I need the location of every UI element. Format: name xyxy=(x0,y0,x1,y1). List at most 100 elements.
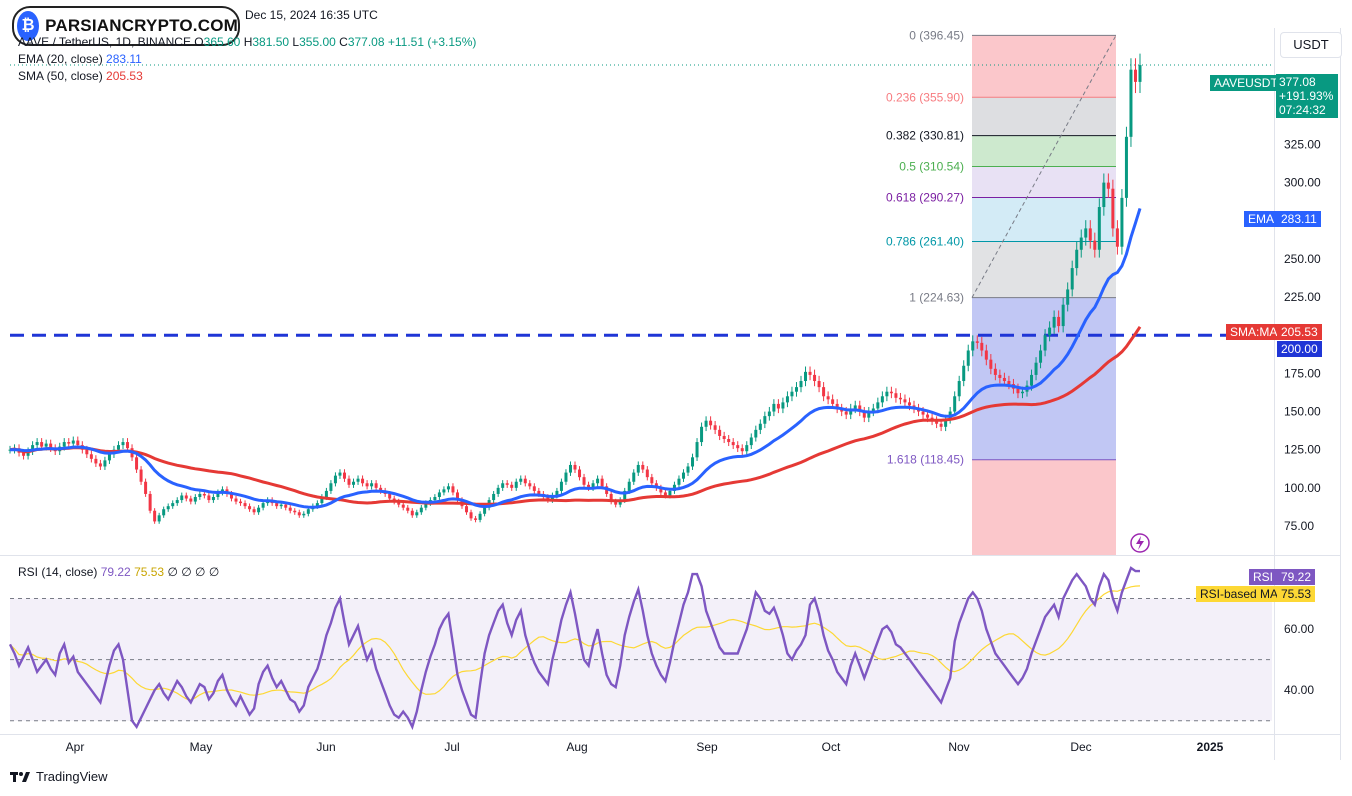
candle-body xyxy=(831,399,835,404)
candle-body xyxy=(1093,240,1097,250)
candle-body xyxy=(189,498,193,502)
candle-body xyxy=(804,371,808,382)
ohlc-open: 365.60 xyxy=(203,35,241,49)
time-tick-label: Jun xyxy=(316,740,335,754)
logo-text: PARSIANCRYPTO.COM xyxy=(45,16,238,35)
brand-logo: ₿ PARSIANCRYPTO.COM xyxy=(12,6,240,46)
price-tick-label: 125.00 xyxy=(1284,443,1321,457)
candle-body xyxy=(596,478,600,484)
candle-body xyxy=(794,387,798,392)
tradingview-label: TradingView xyxy=(36,769,108,784)
candle-body xyxy=(1084,228,1088,238)
ema-legend[interactable]: EMA (20, close) 283.11 xyxy=(18,52,142,66)
candle-body xyxy=(121,442,125,446)
candle-body xyxy=(568,464,572,473)
candle-body xyxy=(980,342,984,351)
candle-body xyxy=(898,397,902,400)
time-tick-label: Sep xyxy=(696,740,718,754)
ema-legend-value: 283.11 xyxy=(106,52,142,66)
candle-body xyxy=(691,457,695,467)
candle-body xyxy=(785,396,789,403)
candle-body xyxy=(198,493,202,498)
candle-body xyxy=(971,341,975,351)
candle-body xyxy=(695,442,699,458)
candle-body xyxy=(234,498,238,502)
ohlc-low: 355.00 xyxy=(299,35,336,49)
candle-body xyxy=(862,411,866,418)
candle-body xyxy=(275,503,279,507)
candle-body xyxy=(397,501,401,505)
currency-button[interactable]: USDT xyxy=(1280,32,1342,58)
candle-body xyxy=(555,490,559,496)
ohlc-low-label: L xyxy=(292,35,300,49)
logo-mark-icon: ₿ xyxy=(17,11,40,41)
candle-body xyxy=(1124,136,1128,198)
ema-legend-label: EMA (20, close) xyxy=(18,52,103,66)
candle-body xyxy=(1111,188,1115,229)
candle-body xyxy=(180,495,184,501)
candle-body xyxy=(776,403,780,409)
candle-body xyxy=(523,478,527,484)
candle-body xyxy=(35,442,39,446)
lightning-icon xyxy=(1130,533,1150,553)
candle-body xyxy=(297,512,301,516)
candle-body xyxy=(279,504,283,507)
candle-body xyxy=(157,515,161,522)
candle-body xyxy=(333,475,337,484)
candle-body xyxy=(627,481,631,491)
candle-body xyxy=(107,454,111,461)
candle-body xyxy=(564,472,568,482)
candle-body xyxy=(505,483,509,485)
candle-body xyxy=(8,449,12,451)
candle-body xyxy=(211,497,215,501)
candle-body xyxy=(876,402,880,409)
candle-body xyxy=(116,445,120,450)
tradingview-logo-icon xyxy=(10,771,30,782)
candle-body xyxy=(799,381,803,388)
candle-body xyxy=(650,477,654,484)
candle-body xyxy=(763,416,767,424)
fib-zone-extension xyxy=(972,459,1116,555)
rsi-ma-axis-label: RSI-based MA xyxy=(1196,586,1283,602)
candle-body xyxy=(85,449,89,455)
bar-countdown: 07:24:32 xyxy=(1279,103,1326,117)
candle-body xyxy=(98,463,102,467)
candle-body xyxy=(239,501,243,504)
candle-body xyxy=(67,442,71,444)
candle-body xyxy=(528,483,532,487)
candle-body xyxy=(889,391,893,394)
candle-body xyxy=(370,483,374,487)
symbol-name[interactable]: AAVE / TetherUS, 1D, BINANCE xyxy=(18,35,191,49)
candle-body xyxy=(62,442,66,447)
level-axis-value: 200.00 xyxy=(1277,341,1322,357)
candle-body xyxy=(202,493,206,496)
candle-body xyxy=(451,486,455,493)
time-tick-label: Jul xyxy=(444,740,459,754)
candle-body xyxy=(781,402,785,409)
candle-body xyxy=(483,507,487,514)
candle-body xyxy=(709,420,713,426)
ema20-line xyxy=(9,207,1142,509)
sma-legend[interactable]: SMA (50, close) 205.53 xyxy=(18,69,143,83)
candle-body xyxy=(492,493,496,501)
candle-body xyxy=(49,443,53,449)
candle-body xyxy=(193,497,197,502)
candle-body xyxy=(469,512,473,519)
candle-body xyxy=(1106,182,1110,189)
candle-body xyxy=(600,478,604,487)
candle-body xyxy=(442,489,446,493)
candle-body xyxy=(401,504,405,508)
ohlc-change: +11.51 (+3.15%) xyxy=(387,35,477,49)
sma-axis-label: SMA:MA xyxy=(1226,324,1282,340)
candle-body xyxy=(261,503,265,508)
published-timestamp: Dec 15, 2024 16:35 UTC xyxy=(245,8,378,22)
price-tick-label: 150.00 xyxy=(1284,405,1321,419)
lightning-icon-bolt xyxy=(1136,536,1144,550)
candle-body xyxy=(758,423,762,430)
candle-body xyxy=(989,359,993,369)
candle-body xyxy=(663,492,667,496)
rsi-axis-label: RSI xyxy=(1249,569,1278,585)
rsi-legend[interactable]: RSI (14, close) 79.22 75.53 ∅ ∅ ∅ ∅ xyxy=(18,565,219,579)
tradingview-footer[interactable]: TradingView xyxy=(10,769,108,784)
